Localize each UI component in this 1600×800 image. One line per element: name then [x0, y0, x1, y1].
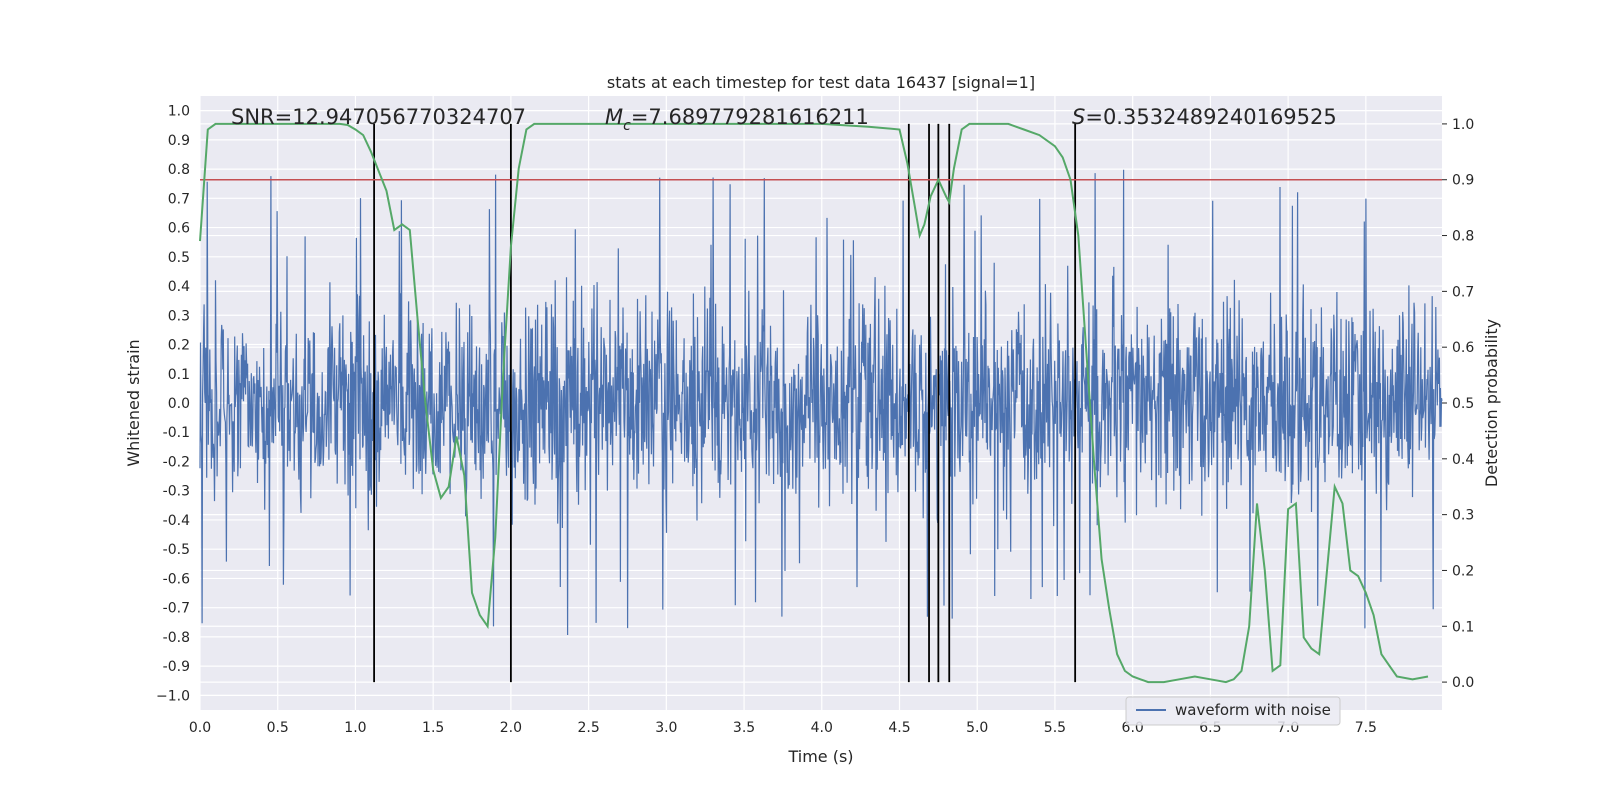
y-right-tick-label: 0.5 — [1452, 396, 1474, 412]
s-annotation: S=0.3532489240169525 — [1072, 105, 1337, 129]
y-left-tick-label: 0.5 — [168, 250, 190, 266]
y-left-tick-label: 0.4 — [168, 279, 190, 295]
y-left-tick-label: -0.7 — [163, 601, 190, 617]
s-symbol: S — [1072, 105, 1085, 129]
y-left-tick-label: 1.0 — [168, 104, 190, 120]
x-tick-label: 1.0 — [344, 720, 366, 736]
y-left-tick-label: -0.4 — [163, 513, 190, 529]
x-tick-label: 0.0 — [189, 720, 211, 736]
y-left-tick-labels: 1.0 0.9 0.8 0.7 0.6 0.5 0.4 0.3 0.2 0.1 0.0 -0.1 -0.… — [156, 104, 190, 705]
y-left-tick-label: -0.6 — [163, 571, 190, 587]
waveform-series — [199, 169, 1443, 636]
y-left-tick-label: 0.1 — [168, 367, 190, 383]
x-tick-label: 5.0 — [966, 720, 988, 736]
y-axis-label-right: Detection probability — [1482, 319, 1501, 487]
y-left-tick-label: -0.2 — [163, 454, 190, 470]
x-tick-label: 7.5 — [1355, 720, 1377, 736]
y-axis-label-left: Whitened strain — [124, 339, 143, 466]
y-right-tick-labels: 1.0 0.9 0.8 0.7 0.6 0.5 0.4 0.3 0.2 0.1 0.0 — [1442, 117, 1474, 691]
y-left-tick-label: 0.9 — [168, 133, 190, 149]
x-tick-label: 4.5 — [888, 720, 910, 736]
mc-value: =7.689779281616211 — [631, 105, 869, 129]
x-tick-label: 3.0 — [655, 720, 677, 736]
x-tick-label: 5.5 — [1044, 720, 1066, 736]
y-left-tick-label: 0.6 — [168, 221, 190, 237]
y-right-tick-label: 0.3 — [1452, 508, 1474, 524]
y-right-tick-label: 0.0 — [1452, 675, 1474, 691]
y-right-tick-label: 0.8 — [1452, 229, 1474, 245]
x-tick-label: 2.5 — [577, 720, 599, 736]
y-left-tick-label: -0.8 — [163, 630, 190, 646]
legend-box — [1125, 696, 1341, 726]
x-tick-label: 0.5 — [267, 720, 289, 736]
detection-probability-line — [199, 122, 1429, 684]
y-left-tick-label: -0.9 — [163, 659, 190, 675]
y-left-tick-label: -0.1 — [163, 425, 190, 441]
x-tick-label: 2.0 — [500, 720, 522, 736]
mc-symbol: M — [605, 105, 623, 129]
y-right-tick-label: 0.4 — [1452, 452, 1474, 468]
legend: waveform with noise — [1125, 696, 1341, 726]
s-value: =0.3532489240169525 — [1085, 105, 1336, 129]
y-right-tick-label: 0.2 — [1452, 563, 1474, 579]
mc-subscript: c — [623, 118, 631, 134]
legend-label: waveform with noise — [1175, 701, 1331, 719]
y-left-tick-label: 0.0 — [168, 396, 190, 412]
y-left-tick-label: 0.8 — [168, 162, 190, 178]
chart-title: stats at each timestep for test data 164… — [607, 73, 1035, 92]
y-right-tick-label: 0.6 — [1452, 340, 1474, 356]
y-left-tick-label: -0.3 — [163, 484, 190, 500]
y-left-tick-label: 0.2 — [168, 338, 190, 354]
x-tick-label: 1.5 — [422, 720, 444, 736]
x-axis-label: Time (s) — [787, 747, 853, 766]
waveform-line — [199, 169, 1443, 636]
snr-annotation: SNR=12.947056770324707 — [231, 105, 526, 129]
y-right-tick-label: 1.0 — [1452, 117, 1474, 133]
y-left-tick-label: −1.0 — [156, 688, 190, 704]
y-right-tick-label: 0.1 — [1452, 619, 1474, 635]
x-tick-label: 4.0 — [811, 720, 833, 736]
y-left-tick-label: -0.5 — [163, 542, 190, 558]
x-tick-label: 3.5 — [733, 720, 755, 736]
probability-series — [199, 122, 1429, 684]
y-left-tick-label: 0.3 — [168, 308, 190, 324]
y-left-tick-label: 0.7 — [168, 191, 190, 207]
y-right-tick-label: 0.7 — [1452, 284, 1474, 300]
y-right-tick-label: 0.9 — [1452, 173, 1474, 189]
mc-annotation: Mc=7.689779281616211 — [605, 105, 869, 134]
